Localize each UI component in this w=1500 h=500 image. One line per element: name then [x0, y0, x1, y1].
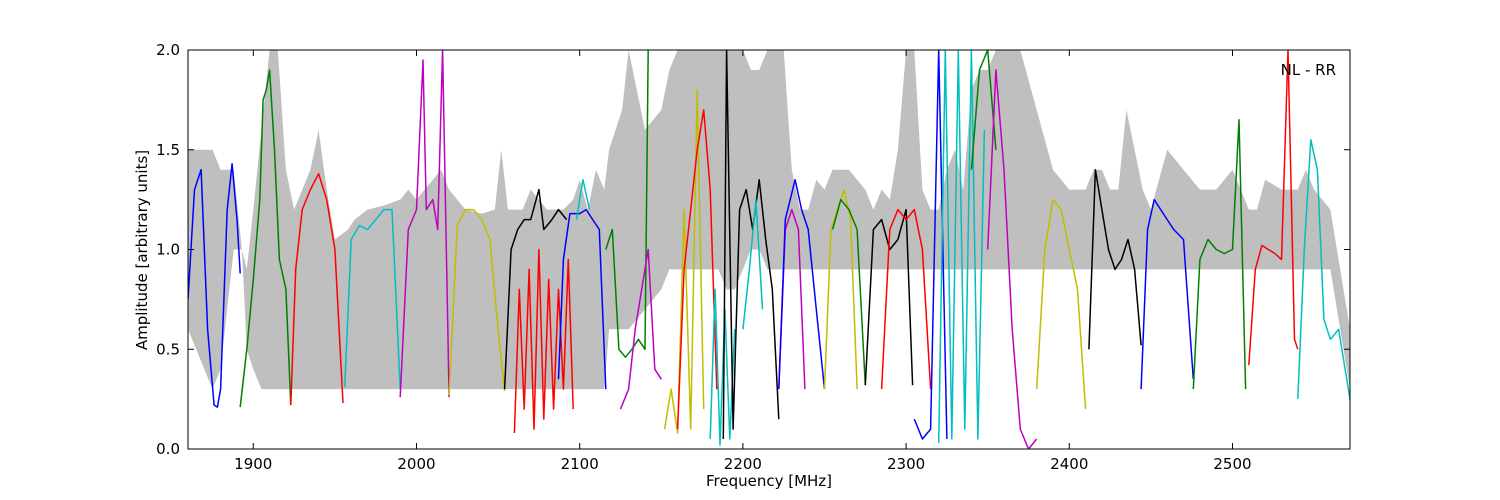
series-layer — [188, 50, 1350, 449]
series-line-17 — [742, 198, 764, 330]
series-line-32 — [1248, 50, 1299, 366]
series-line-11 — [605, 50, 649, 358]
series-line-33 — [1297, 139, 1350, 400]
series-line-6 — [448, 208, 506, 396]
series-line-3 — [290, 172, 344, 406]
series-line-5 — [399, 50, 450, 398]
series-line-4 — [343, 208, 401, 390]
series-line-16 — [722, 50, 780, 440]
series-line-7 — [503, 188, 568, 390]
series-line-22 — [864, 208, 914, 386]
y-axis-title: Amplitude [arbitrary units] — [133, 150, 151, 350]
series-line-21 — [831, 198, 867, 386]
x-tick-label: 2100 — [561, 455, 599, 473]
x-tick-label: 2000 — [397, 455, 435, 473]
envelope-layer — [188, 50, 1350, 390]
series-line-2 — [239, 69, 292, 408]
series-line-25 — [937, 50, 986, 444]
series-line-28 — [1035, 198, 1087, 410]
x-tick-label: 2300 — [887, 455, 925, 473]
series-line-12 — [619, 248, 662, 410]
y-axis-ticks: 0.0 0.5 1.0 1.5 2.0 — [156, 41, 1350, 458]
series-line-19 — [778, 178, 826, 390]
x-tick-label: 2400 — [1050, 455, 1088, 473]
x-tick-label: 1900 — [234, 455, 272, 473]
series-line-31 — [1192, 119, 1247, 390]
series-line-29 — [1088, 168, 1142, 350]
y-tick-label: 0.0 — [156, 440, 180, 458]
y-tick-label: 2.0 — [156, 41, 180, 59]
x-tick-label: 2500 — [1213, 455, 1251, 473]
y-tick-label: 0.5 — [156, 340, 180, 358]
series-line-13 — [663, 89, 705, 434]
y-tick-label: 1.0 — [156, 241, 180, 259]
x-tick-label: 2200 — [724, 455, 762, 473]
x-axis-ticks: 1900 2000 2100 2200 2300 2400 2500 — [234, 50, 1252, 473]
y-tick-label: 1.5 — [156, 141, 180, 159]
series-line-1 — [188, 162, 241, 408]
series-line-27 — [986, 69, 1038, 449]
series-line-9 — [557, 208, 607, 390]
envelope-band — [188, 50, 1350, 390]
series-line-14 — [676, 109, 718, 430]
series-line-10 — [575, 178, 591, 220]
series-line-30 — [1140, 198, 1195, 390]
chart-annotation: NL - RR — [1281, 61, 1336, 79]
x-axis-title: Frequency [MHz] — [706, 472, 832, 490]
series-line-24 — [913, 50, 948, 440]
series-line-8 — [513, 248, 574, 434]
series-line-26 — [970, 50, 997, 170]
series-line-15 — [709, 288, 736, 446]
series-line-23 — [880, 208, 932, 390]
